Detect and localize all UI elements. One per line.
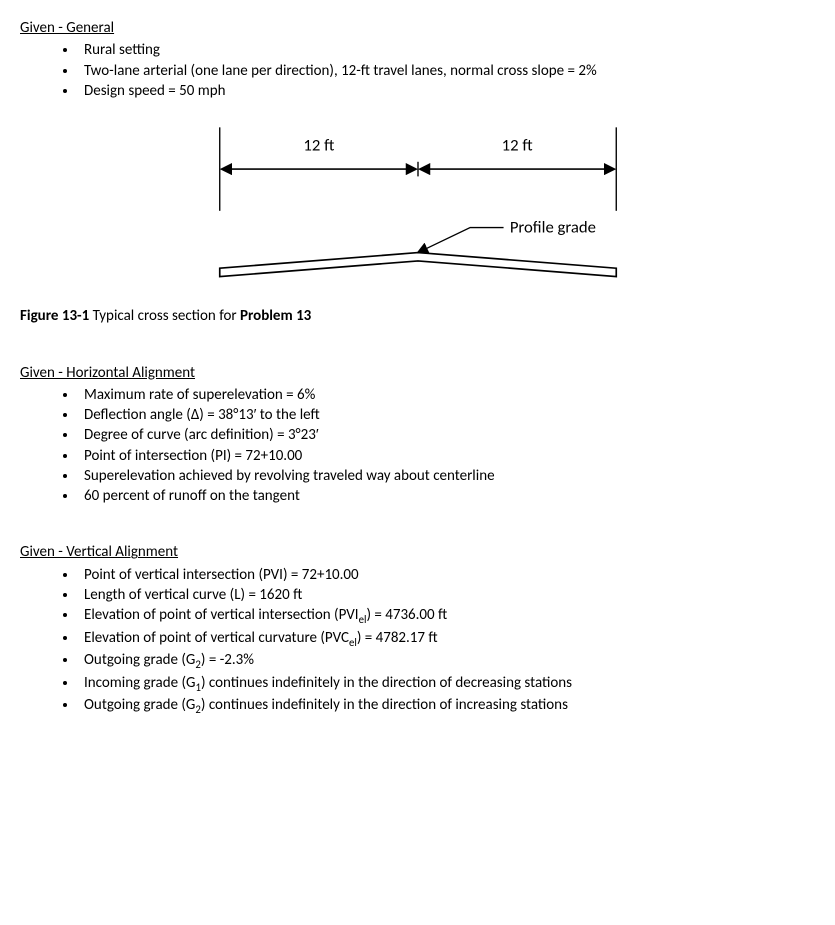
list-item: Maximum rate of superelevation = 6%	[78, 385, 815, 405]
list-item: Degree of curve (arc definition) = 3°23′	[78, 425, 815, 445]
list-item: Rural setting	[78, 40, 815, 60]
list-item: Elevation of point of vertical curvature…	[78, 628, 815, 651]
figure-caption-suffix: Problem 13	[240, 307, 311, 325]
list-item: Outgoing grade (G2) continues indefinite…	[78, 695, 815, 718]
section-vertical: Given - Vertical Alignment Point of vert…	[20, 542, 815, 718]
cross-section-svg: 12 ft 12 ft Profile grade	[178, 119, 658, 296]
figure-caption: Figure 13-1 Typical cross section for Pr…	[20, 306, 815, 326]
list-item: Point of vertical intersection (PVI) = 7…	[78, 565, 815, 585]
list-item: Length of vertical curve (L) = 1620 ft	[78, 585, 815, 605]
list-item: Outgoing grade (G2) = -2.3%	[78, 650, 815, 673]
svg-text:Profile grade: Profile grade	[509, 218, 595, 238]
list-item: 60 percent of runoff on the tangent	[78, 486, 815, 506]
figure-container: 12 ft 12 ft Profile grade	[20, 119, 815, 296]
section-horizontal: Given - Horizontal Alignment Maximum rat…	[20, 363, 815, 507]
list-item: Design speed = 50 mph	[78, 81, 815, 101]
list-item: Deflection angle (Δ) = 38°13′ to the lef…	[78, 405, 815, 425]
general-list: Rural setting Two-lane arterial (one lan…	[20, 40, 815, 101]
svg-text:12 ft: 12 ft	[501, 135, 532, 155]
figure-caption-prefix: Figure 13-1	[20, 307, 89, 325]
list-item: Superelevation achieved by revolving tra…	[78, 466, 815, 486]
heading-horizontal: Given - Horizontal Alignment	[20, 363, 195, 383]
heading-general: Given - General	[20, 18, 114, 38]
svg-text:12 ft: 12 ft	[303, 135, 334, 155]
horizontal-list: Maximum rate of superelevation = 6% Defl…	[20, 385, 815, 507]
figure-caption-mid: Typical cross section for	[89, 307, 240, 325]
list-item: Elevation of point of vertical intersect…	[78, 605, 815, 628]
list-item: Point of intersection (PI) = 72+10.00	[78, 446, 815, 466]
list-item: Two-lane arterial (one lane per directio…	[78, 61, 815, 81]
vertical-list: Point of vertical intersection (PVI) = 7…	[20, 565, 815, 718]
section-general: Given - General Rural setting Two-lane a…	[20, 18, 815, 101]
list-item: Incoming grade (G1) continues indefinite…	[78, 673, 815, 696]
heading-vertical: Given - Vertical Alignment	[20, 542, 178, 562]
